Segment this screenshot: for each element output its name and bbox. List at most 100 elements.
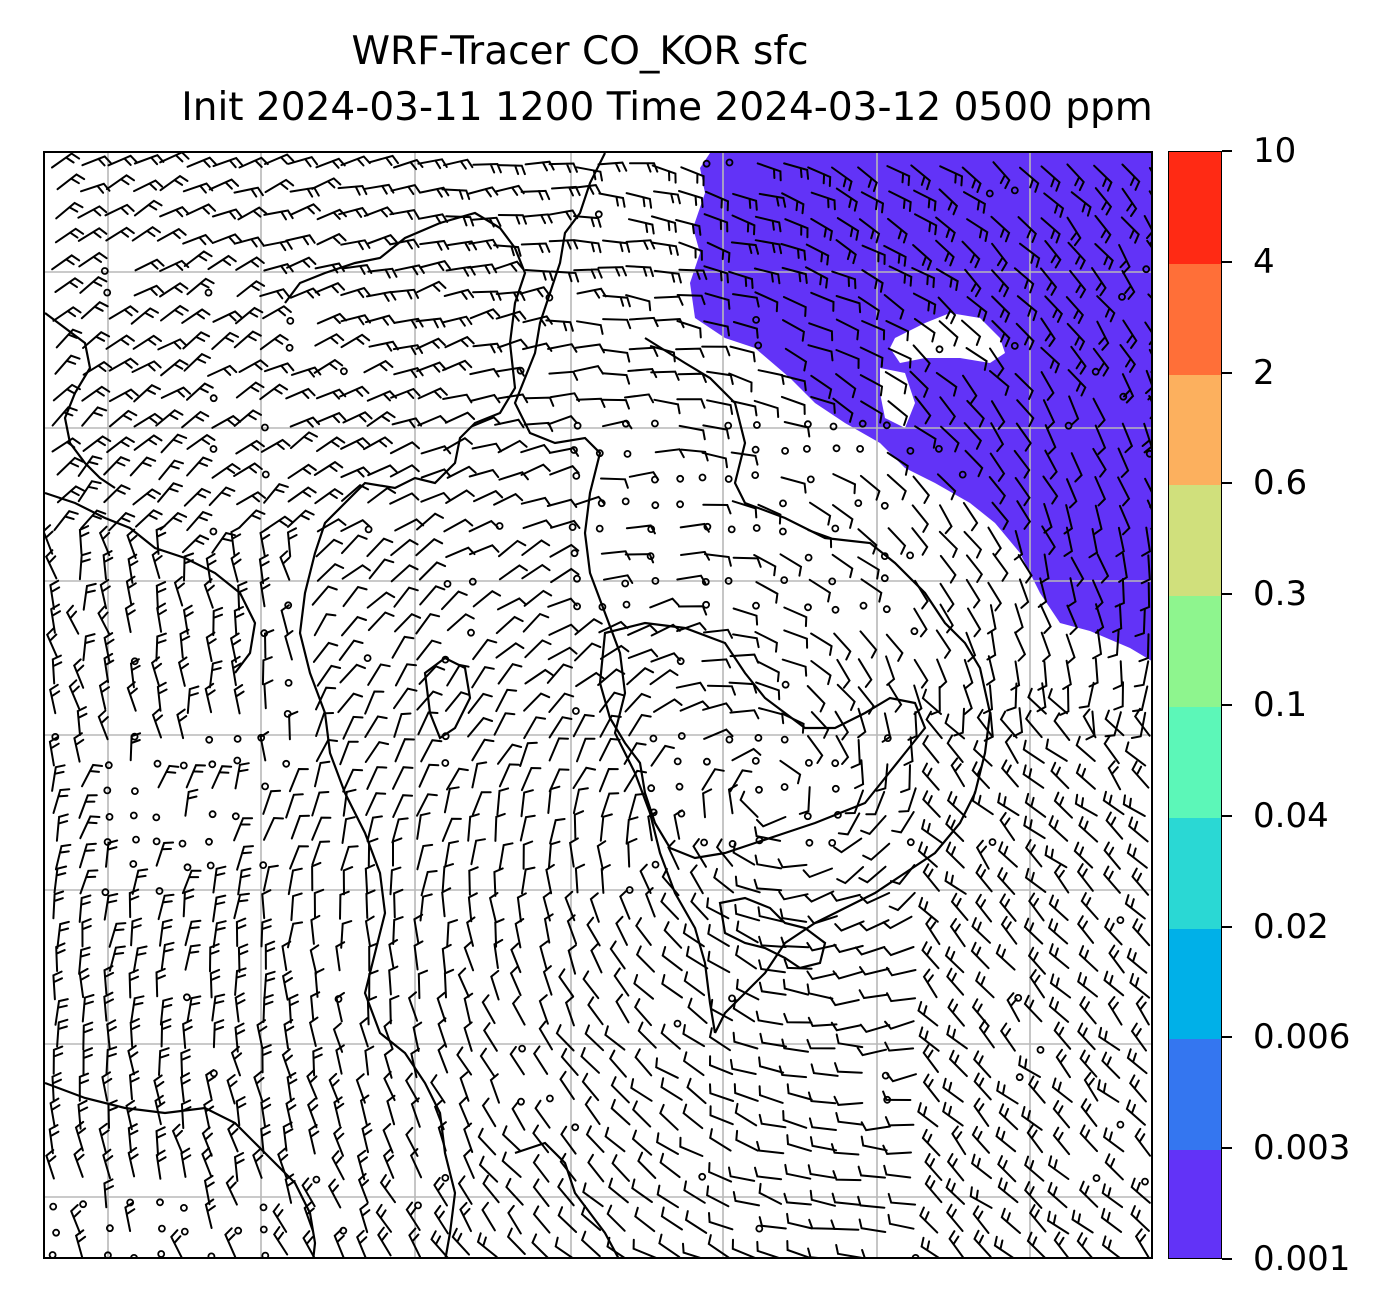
wind-barb	[393, 888, 404, 919]
wind-barb	[185, 764, 206, 789]
wind-barb	[495, 642, 525, 659]
calm-wind-circle	[231, 812, 240, 821]
calm-wind-circle	[467, 628, 475, 637]
wind-barb	[996, 1080, 1019, 1105]
calm-wind-circle	[178, 839, 187, 848]
wind-barb	[78, 946, 91, 975]
wind-barb	[809, 1136, 838, 1152]
wind-barb	[885, 655, 896, 686]
wind-barb	[548, 768, 570, 793]
wind-barb	[891, 811, 915, 834]
wind-barb	[1044, 240, 1062, 269]
coastline-peninsula-east	[644, 337, 992, 1034]
wind-barb	[498, 842, 514, 870]
wind-barb	[975, 863, 993, 893]
wind-barb	[1077, 1022, 1096, 1051]
wind-barb	[476, 1232, 498, 1257]
wind-barb	[940, 425, 960, 453]
wind-barb	[1044, 845, 1068, 869]
wind-barb	[445, 215, 475, 227]
wind-barb	[157, 893, 175, 921]
wind-barb	[133, 179, 164, 193]
wind-barb	[235, 439, 265, 455]
wind-barb	[260, 438, 291, 453]
wind-barb	[558, 968, 575, 998]
wind-barb	[230, 1045, 243, 1077]
wind-barb	[999, 893, 1017, 922]
wind-barb	[732, 842, 756, 866]
wind-barb	[1013, 449, 1031, 479]
wind-barb	[105, 1046, 118, 1075]
wind-barb	[227, 1121, 239, 1153]
wind-barb	[177, 656, 190, 687]
calm-wind-circle	[831, 784, 840, 793]
wind-barb	[156, 227, 187, 242]
colorbar-tick-label: 0.006	[1253, 1017, 1351, 1058]
wind-barb	[383, 1070, 396, 1102]
wind-barb	[235, 917, 247, 947]
wind-barb	[598, 620, 629, 634]
wind-barb	[170, 1229, 183, 1257]
wind-barb	[1103, 970, 1125, 997]
wind-barb	[758, 192, 787, 208]
wind-barb	[912, 292, 937, 315]
wind-barb	[416, 690, 443, 711]
wind-barb	[230, 655, 242, 687]
wind-barb	[548, 162, 578, 173]
wind-barb	[603, 574, 634, 584]
wind-barb	[1027, 1075, 1046, 1104]
calm-wind-circle	[1015, 1073, 1024, 1082]
wind-barb	[520, 789, 534, 818]
wind-barb	[407, 991, 419, 1022]
wind-barb	[759, 1032, 787, 1048]
wind-barb	[1102, 865, 1121, 894]
wind-barb	[732, 998, 756, 1023]
wind-barb	[735, 978, 760, 1001]
wind-barb	[832, 1170, 862, 1182]
wind-barb	[1117, 476, 1131, 507]
wind-barb	[51, 1072, 62, 1102]
wind-barb	[1102, 790, 1125, 816]
wind-barb	[861, 1249, 866, 1257]
wind-barb	[573, 810, 585, 840]
wind-barb	[597, 161, 628, 173]
wind-barb	[650, 370, 680, 381]
wind-barb	[1131, 760, 1150, 789]
wind-barb	[127, 1044, 139, 1076]
wind-barb	[79, 869, 99, 895]
wind-barb	[653, 269, 682, 284]
wind-barb	[134, 258, 165, 272]
wind-barb	[155, 409, 184, 427]
wind-barb	[404, 1072, 419, 1103]
wind-barb	[808, 1117, 837, 1131]
wind-barb	[600, 792, 620, 818]
wind-barb	[389, 464, 420, 478]
wind-barb	[1101, 1051, 1121, 1079]
wind-barb	[103, 484, 131, 504]
wind-barb	[1053, 791, 1073, 819]
wind-barb	[975, 971, 995, 999]
wind-barb	[386, 1094, 396, 1126]
wind-barb	[953, 707, 965, 737]
calm-wind-circle	[233, 756, 242, 765]
wind-barb	[661, 974, 683, 999]
wind-barb	[54, 998, 69, 1026]
wind-barb	[1094, 424, 1107, 455]
wind-barb	[998, 1103, 1019, 1131]
wind-barb	[1130, 1022, 1147, 1052]
wind-barb	[315, 157, 346, 169]
wind-barb	[988, 476, 1007, 505]
wind-barb	[394, 264, 425, 276]
wind-barb	[133, 284, 164, 297]
wind-barb	[259, 288, 290, 300]
colorbar-tick-label: 0.001	[1253, 1239, 1351, 1279]
wind-barb	[942, 1077, 964, 1103]
wind-barb	[930, 686, 941, 716]
wind-barb	[756, 1140, 785, 1155]
calm-wind-circle	[495, 522, 504, 530]
wind-barb	[211, 331, 239, 350]
calm-wind-circle	[831, 759, 840, 768]
wind-barb	[883, 294, 905, 320]
wind-barb	[782, 978, 810, 996]
wind-barb	[1139, 582, 1151, 612]
